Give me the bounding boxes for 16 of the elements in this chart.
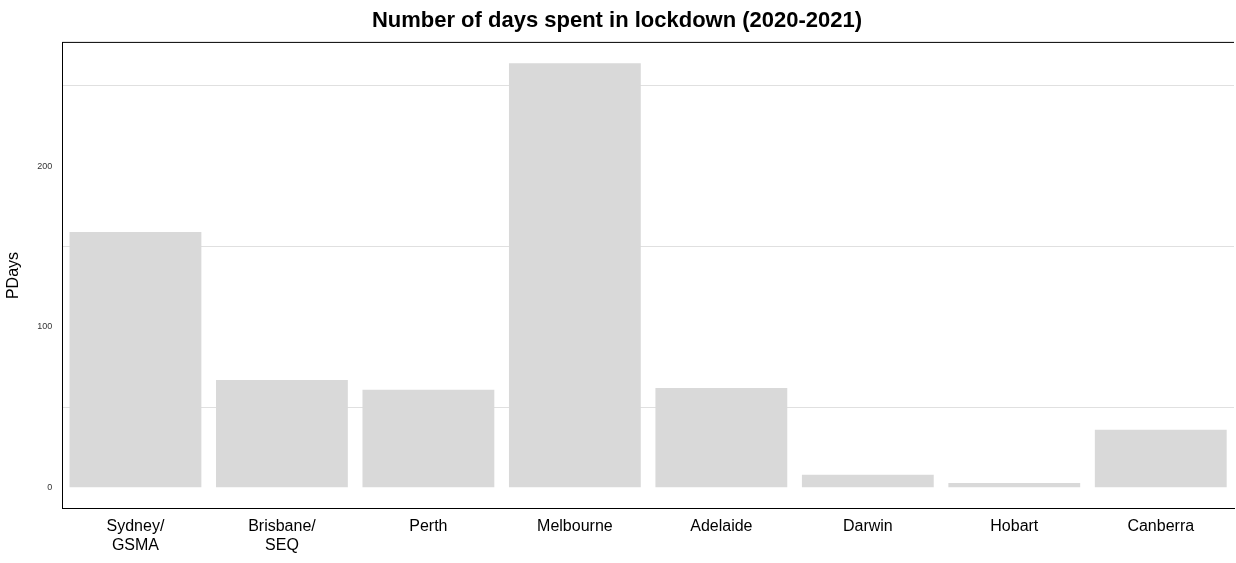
bar [801,474,934,488]
y-tick-label: 0 [47,482,53,493]
y-axis-title: PDays [4,251,22,300]
x-tick-label: Hobart [990,516,1039,534]
y-tick-label: 200 [37,160,53,171]
x-tick-label: Darwin [842,516,893,534]
x-tick-label: Perth [409,516,448,534]
chart-title: Number of days spent in lockdown (2020-2021) [371,7,863,33]
bar [1094,429,1227,488]
x-tick-label: Melbourne [537,516,613,534]
x-tick-label: Brisbane/ SEQ [248,516,317,553]
y-tick-label: 100 [37,321,53,332]
x-tick-label: Sydney/ GSMA [106,516,165,553]
x-tick-label: Canberra [1127,516,1195,534]
x-tick-label: Adelaide [690,516,753,534]
bar [948,482,1081,488]
